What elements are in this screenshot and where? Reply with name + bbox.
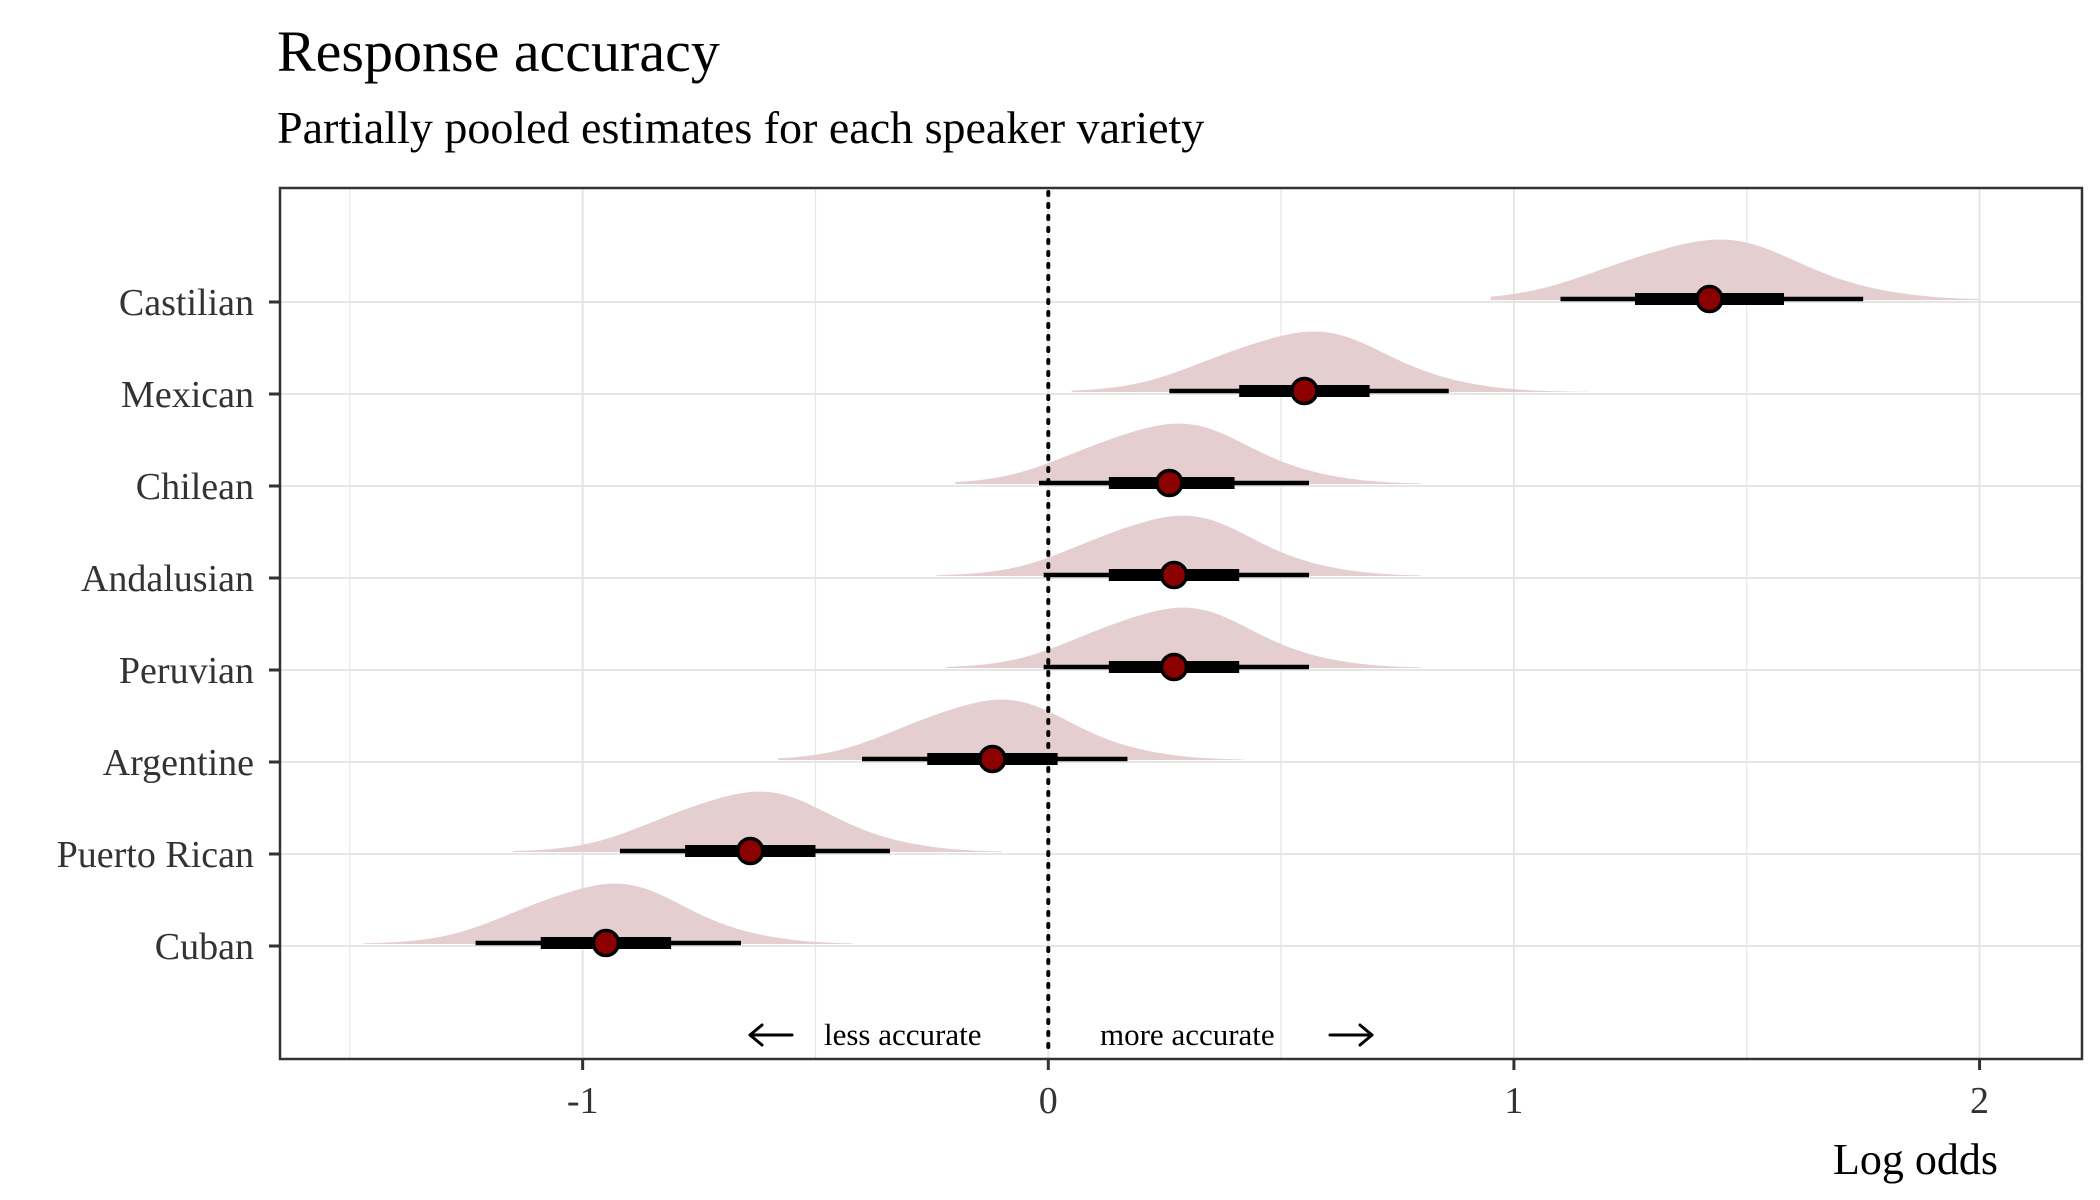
density-castilian [1490,239,1980,300]
chart-title: Response accuracy [277,19,720,84]
point-puerto-rican [736,836,765,866]
point-andalusian [1159,560,1189,590]
y-axis: Castilian Mexican Chilean Andalusian Peruvia… [57,282,280,968]
y-tick-label-peruvian: Peruvian [119,650,254,692]
y-tick-label-puerto-rican: Puerto Rican [57,834,254,876]
density-andalusian [936,515,1421,576]
density-puerto-rican [512,791,1002,852]
point-cuban [591,928,621,958]
point-peruvian [1159,652,1189,682]
annotations: less accurate more accurate [748,1017,1374,1052]
points [591,284,1724,958]
density-chilean [955,423,1421,484]
density-cuban [363,883,853,944]
density-mexican [1071,331,1589,392]
arrow-left-icon [748,1023,794,1047]
point-mexican [1290,376,1319,406]
y-tick-label-argentine: Argentine [103,742,254,784]
x-axis-title: Log odds [1833,1135,1998,1184]
x-axis: -1 0 1 2 [567,1059,1989,1122]
density-peruvian [945,607,1421,668]
point-castilian [1695,284,1724,314]
y-tick-label-chilean: Chilean [136,466,254,508]
chart-subtitle: Partially pooled estimates for each spea… [277,102,1205,153]
y-tick-label-castilian: Castilian [119,282,254,324]
x-tick-label: 2 [1970,1080,1989,1122]
point-argentine [978,744,1007,774]
annotation-less-accurate: less accurate [824,1017,981,1052]
arrow-right-icon [1328,1023,1374,1047]
densities [363,239,1980,944]
x-tick-label: 0 [1039,1080,1058,1122]
point-chilean [1155,468,1184,498]
density-argentine [778,699,1244,760]
y-tick-label-cuban: Cuban [155,926,254,968]
panel-border [278,186,2084,1061]
y-tick-label-mexican: Mexican [121,374,254,416]
y-tick-label-andalusian: Andalusian [81,558,254,600]
x-tick-label: -1 [567,1080,599,1122]
x-tick-label: 1 [1504,1080,1523,1122]
annotation-more-accurate: more accurate [1100,1017,1275,1052]
